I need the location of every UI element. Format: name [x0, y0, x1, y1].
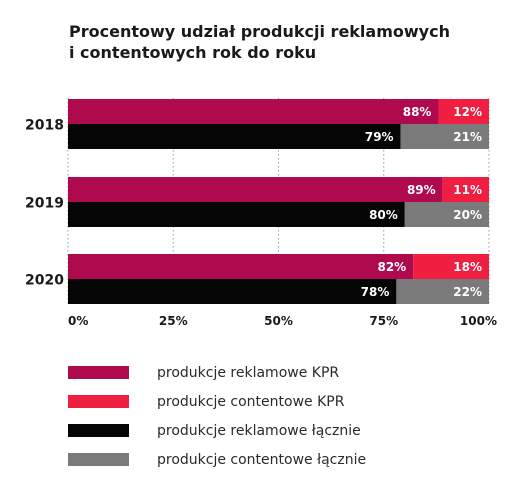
bar-segment — [68, 279, 397, 304]
bar-segment — [442, 177, 489, 202]
legend-item: produkcje reklamowe KPR — [68, 358, 366, 387]
data-labels: 88% 12% 79% 21% 89% 11% 80% 20% 82% 18% 78% 22% — [361, 105, 482, 299]
data-label: 18% — [453, 260, 482, 274]
bar-segment — [68, 177, 443, 202]
bar-segment — [400, 124, 489, 149]
legend-label: produkcje contentowe KPR — [157, 393, 345, 410]
x-tick-label: 50% — [264, 314, 293, 328]
data-label: 21% — [453, 130, 482, 144]
legend-swatch-reklamowe-kpr — [68, 366, 129, 379]
bar-segment — [413, 254, 489, 279]
bar-segment — [68, 254, 414, 279]
x-tick-label: 0% — [68, 314, 88, 328]
data-label: 79% — [365, 130, 394, 144]
chart-title-line-2: i contentowych rok do roku — [69, 43, 317, 62]
data-label: 80% — [369, 208, 398, 222]
data-label: 89% — [407, 183, 436, 197]
data-label: 20% — [453, 208, 482, 222]
bar-segment — [404, 202, 489, 227]
data-label: 82% — [377, 260, 406, 274]
x-tick-label: 100% — [460, 314, 497, 328]
data-label: 88% — [403, 105, 432, 119]
category-label: 2018 — [25, 118, 64, 134]
chart-title: Procentowy udział produkcji reklamowych … — [69, 21, 489, 63]
legend-item: produkcje reklamowe łącznie — [68, 416, 366, 445]
legend-item: produkcje contentowe KPR — [68, 387, 366, 416]
x-tick-label: 75% — [369, 314, 398, 328]
legend-swatch-contentowe-kpr — [68, 395, 129, 408]
data-label: 22% — [453, 285, 482, 299]
bar-segment — [68, 202, 405, 227]
legend-swatch-reklamowe-lacznie — [68, 424, 129, 437]
data-label: 78% — [361, 285, 390, 299]
bar-segment — [438, 99, 489, 124]
data-label: 12% — [453, 105, 482, 119]
x-tick-labels: 0% 25% 50% 75% 100% — [68, 314, 497, 328]
legend-item: produkcje contentowe łącznie — [68, 445, 366, 474]
legend-label: produkcje reklamowe łącznie — [157, 422, 361, 439]
bar-segment — [68, 99, 439, 124]
bar-segment — [68, 124, 401, 149]
category-label: 2020 — [25, 273, 64, 289]
x-tick-label: 25% — [159, 314, 188, 328]
bars — [68, 99, 489, 304]
category-label: 2019 — [25, 196, 64, 212]
legend-label: produkcje contentowe łącznie — [157, 451, 367, 468]
data-label: 11% — [453, 183, 482, 197]
legend-swatch-contentowe-lacznie — [68, 453, 129, 466]
category-labels: 2018 2019 2020 — [25, 118, 64, 289]
legend: produkcje reklamowe KPR produkcje conten… — [68, 358, 366, 474]
chart-title-line-1: Procentowy udział produkcji reklamowych — [69, 22, 450, 41]
legend-label: produkcje reklamowe KPR — [157, 364, 340, 381]
stacked-bar-chart: 88% 12% 79% 21% 89% 11% 80% 20% 82% 18% 78% 22% 201… — [25, 98, 497, 328]
bar-segment — [396, 279, 489, 304]
